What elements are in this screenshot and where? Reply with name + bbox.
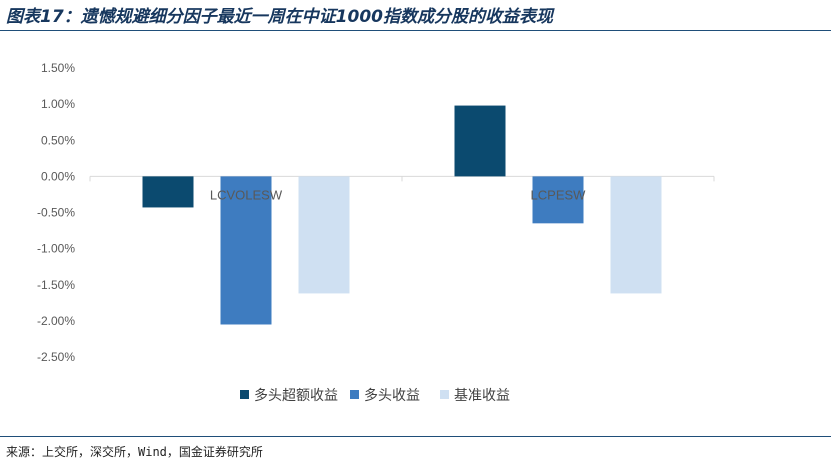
bar-series: [142, 105, 662, 325]
y-tick-label: 0.50%: [41, 133, 75, 147]
y-tick-label: -0.50%: [37, 206, 75, 220]
legend-label: 多头超额收益: [254, 387, 338, 404]
legend: 多头超额收益 多头收益 基准收益: [240, 387, 510, 404]
x-tick-label: LCPESW: [531, 187, 587, 202]
y-tick-label: 0.00%: [41, 169, 75, 183]
y-tick-label: -2.50%: [37, 350, 75, 364]
bar-2-lcpesw: [532, 176, 584, 224]
y-axis: 1.50% 1.00% 0.50% 0.00% -0.50% -1.00% -1.50% -2…: [37, 61, 75, 364]
bar-1-lcvolesw: [142, 176, 194, 208]
bar-2-lcvolesw: [220, 176, 272, 325]
bar-3-lcvolesw: [298, 176, 350, 294]
source-note: 来源：上交所，深交所，Wind，国金证券研究所: [6, 445, 263, 459]
footer-divider: [0, 436, 831, 437]
x-axis-ticks: [89, 176, 715, 182]
y-tick-label: -1.50%: [37, 278, 75, 292]
legend-swatch: [440, 390, 449, 399]
y-tick-label: -1.00%: [37, 242, 75, 256]
chart-title: 图表17：遗憾规避细分因子最近一周在中证1000指数成分股的收益表现: [6, 7, 553, 27]
legend-label: 多头收益: [364, 387, 420, 404]
y-tick-label: -2.00%: [37, 314, 75, 328]
legend-label: 基准收益: [454, 387, 510, 404]
y-tick-label: 1.00%: [41, 97, 75, 111]
bar-3-lcpesw: [610, 176, 662, 294]
x-axis-labels: LCVOLESW LCPESW: [210, 187, 586, 202]
y-tick-label: 1.50%: [41, 61, 75, 75]
legend-swatch: [350, 390, 359, 399]
x-tick-label: LCVOLESW: [210, 187, 283, 202]
bar-1-lcpesw: [454, 105, 506, 177]
bar-chart: 1.50% 1.00% 0.50% 0.00% -0.50% -1.00% -1.50% -2…: [37, 61, 715, 404]
legend-swatch: [240, 390, 249, 399]
title-divider: [0, 30, 831, 31]
